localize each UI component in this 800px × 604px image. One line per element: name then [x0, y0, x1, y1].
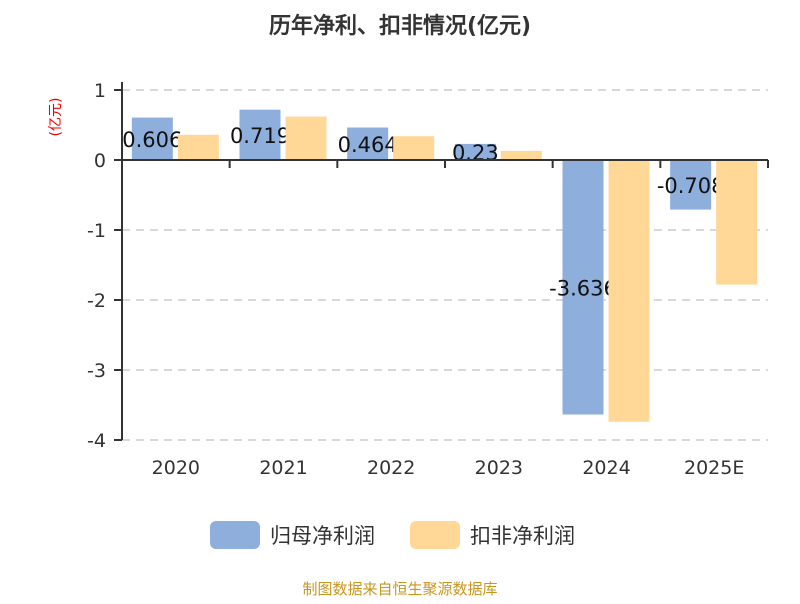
bar-deducted-profit — [608, 160, 650, 422]
y-tick-label: -3 — [87, 360, 106, 382]
y-tick-label: -4 — [87, 430, 106, 452]
y-tick-label: -1 — [87, 220, 106, 242]
legend-swatch[interactable] — [410, 521, 460, 549]
data-label: 0.464 — [338, 133, 398, 157]
data-label: 0.719 — [230, 124, 290, 148]
x-tick-label: 2020 — [152, 457, 200, 479]
bar-net-profit — [454, 143, 496, 160]
legend-label[interactable]: 归母净利润 — [270, 524, 375, 548]
bar-net-profit — [562, 160, 604, 415]
x-tick-label: 2022 — [367, 457, 415, 479]
data-label: -3.636 — [549, 276, 617, 300]
y-tick-label: -2 — [87, 290, 106, 312]
bar-net-profit — [131, 117, 173, 160]
data-label: 0.606 — [122, 128, 182, 152]
data-label: 0.23 — [452, 141, 499, 165]
legend-swatch[interactable] — [210, 521, 260, 549]
bar-net-profit — [670, 160, 712, 210]
source-note: 制图数据来自恒生聚源数据库 — [302, 580, 497, 598]
bar-deducted-profit — [500, 150, 542, 160]
chart-title: 历年净利、扣非情况(亿元) — [269, 13, 531, 39]
y-tick-label: 0 — [94, 150, 106, 172]
bar-deducted-profit — [393, 136, 435, 160]
x-tick-label: 2024 — [582, 457, 630, 479]
y-axis-label: (亿元) — [48, 98, 64, 137]
bar-deducted-profit — [177, 134, 219, 160]
bar-deducted-profit — [285, 116, 327, 160]
x-tick-label: 2021 — [259, 457, 307, 479]
bar-net-profit — [347, 127, 389, 160]
legend-label[interactable]: 扣非净利润 — [470, 524, 575, 548]
x-tick-label: 2025E — [684, 457, 744, 479]
y-tick-label: 1 — [94, 80, 106, 102]
x-tick-label: 2023 — [475, 457, 523, 479]
bar-deducted-profit — [716, 160, 758, 285]
bar-net-profit — [239, 109, 281, 160]
data-label: -0.708 — [657, 174, 725, 198]
